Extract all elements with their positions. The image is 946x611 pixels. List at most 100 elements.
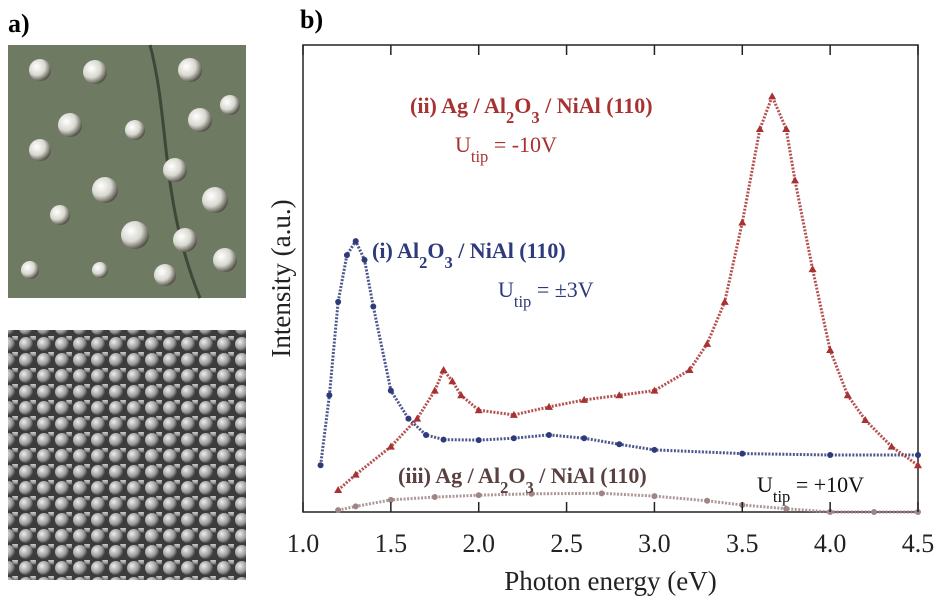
x-tick-label: 2.5 (550, 529, 583, 558)
annotation-text: = -10V (488, 132, 557, 157)
data-point (915, 452, 921, 459)
annotation-subscript: 3 (444, 253, 452, 272)
stm-image-bottom (8, 330, 246, 580)
data-point (651, 446, 658, 453)
y-axis-label: Intensity (a.u.) (266, 199, 296, 357)
data-point (335, 507, 342, 514)
annotation-text: U (455, 132, 471, 157)
data-line (319, 237, 918, 466)
data-point (448, 377, 457, 385)
annotation-text: O (514, 93, 531, 118)
x-tick-label: 1.0 (287, 529, 320, 558)
data-point (738, 218, 747, 226)
data-point (685, 366, 694, 374)
data-point (843, 391, 852, 399)
annotation-subscript: 2 (506, 108, 514, 127)
data-point (387, 496, 394, 503)
data-point (474, 406, 483, 414)
data-point (413, 414, 422, 422)
annotation-subscript: 2 (500, 478, 508, 497)
data-point (509, 410, 518, 418)
data-point (439, 366, 448, 374)
data-point (739, 450, 746, 457)
data-point (826, 345, 835, 353)
annotation-text: / NiAl (110) (540, 93, 653, 118)
data-point (871, 509, 878, 515)
annotation-text: (iii) Ag / Al (398, 463, 500, 488)
data-point (475, 437, 482, 444)
data-point (768, 92, 777, 100)
annotation-subscript: tip (773, 487, 790, 506)
annotation: (iii) Ag / Al2O3 / NiAl (110) (398, 463, 647, 497)
data-point (387, 387, 394, 394)
annotation-text: (i) Al (372, 238, 419, 263)
data-point (351, 470, 360, 478)
data-point (704, 497, 711, 504)
x-tick-label: 3.5 (726, 529, 759, 558)
data-point (720, 297, 729, 305)
data-point (475, 492, 482, 499)
x-tick-label: 4.0 (814, 529, 847, 558)
data-point (405, 415, 412, 422)
panel-label: a) (8, 9, 30, 38)
data-point (352, 238, 359, 245)
data-point (457, 391, 466, 399)
annotation-subscript: 3 (525, 478, 533, 497)
plot-area (317, 92, 922, 515)
data-point (546, 431, 552, 438)
data-point (440, 436, 447, 443)
annotation: Utip = -10V (455, 132, 557, 166)
data-point (782, 125, 791, 133)
annotation-subscript: 2 (419, 253, 427, 272)
data-point (431, 494, 438, 501)
data-point (651, 493, 658, 500)
annotation-subscript: tip (471, 147, 488, 166)
annotation: Utip = +10V (757, 472, 864, 506)
data-point (430, 386, 439, 394)
x-tick-label: 4.5 (902, 529, 935, 558)
data-line (337, 92, 919, 492)
annotation-text: = ±3V (531, 277, 593, 302)
data-point (650, 386, 659, 394)
data-point (615, 391, 624, 399)
annotation: Utip = ±3V (498, 277, 594, 311)
data-point (334, 486, 343, 494)
annotation-text: U (498, 277, 514, 302)
annotation-text: / NiAl (110) (453, 238, 566, 263)
data-point (386, 442, 395, 450)
data-point (791, 176, 799, 184)
panel-label: b) (300, 5, 323, 34)
data-point (352, 503, 359, 510)
data-point (755, 125, 764, 133)
data-point (528, 490, 535, 497)
annotation-subscript: 3 (531, 108, 539, 127)
annotation-text: U (757, 472, 773, 497)
x-tick-label: 2.0 (462, 529, 495, 558)
x-axis-label: Photon energy (eV) (504, 566, 716, 596)
data-point (808, 265, 817, 273)
data-point (361, 256, 368, 263)
stm-image-top (8, 44, 246, 299)
data-line (337, 491, 918, 514)
annotation-text: O (427, 238, 444, 263)
x-tick-label: 3.0 (638, 529, 671, 558)
data-point (335, 298, 342, 305)
annotation-text: = +10V (790, 472, 864, 497)
data-point (616, 441, 623, 448)
plot-frame (302, 44, 919, 513)
annotation-text: (ii) Ag / Al (410, 93, 506, 118)
data-point (545, 402, 553, 410)
annotation: (ii) Ag / Al2O3 / NiAl (110) (410, 93, 653, 127)
data-point (423, 431, 429, 438)
data-point (580, 395, 589, 403)
data-point (861, 416, 870, 424)
data-point (370, 303, 377, 310)
data-point (317, 462, 324, 469)
data-point (827, 452, 834, 459)
data-point (581, 435, 588, 442)
data-point (343, 252, 350, 259)
data-point (703, 339, 712, 347)
data-point (598, 490, 605, 497)
data-point (887, 442, 896, 450)
